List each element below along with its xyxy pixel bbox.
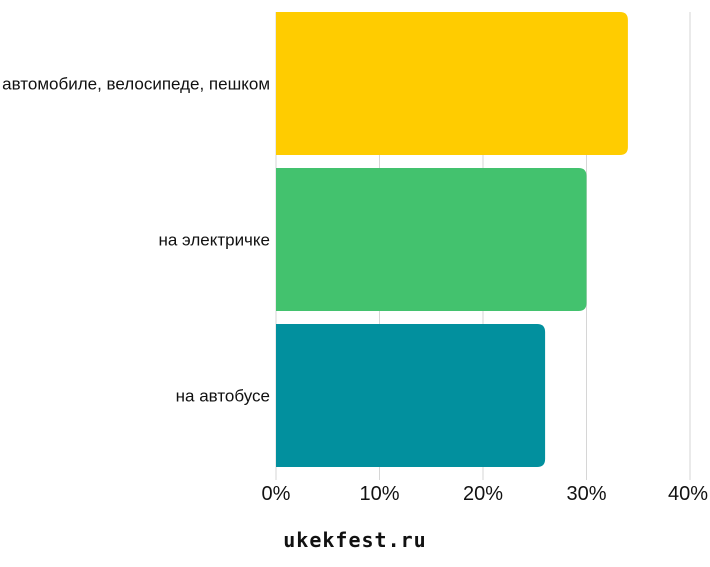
- x-tick-label: 10%: [359, 483, 399, 505]
- x-tick-label: 20%: [463, 483, 503, 505]
- category-label: на автобусе: [176, 387, 270, 406]
- x-tick-label: 0%: [262, 483, 291, 505]
- footer-site-name: ukekfest.ru: [283, 528, 427, 552]
- bar: [276, 324, 546, 467]
- bars: [276, 12, 628, 467]
- bar: [276, 12, 628, 155]
- x-tick-label: 30%: [566, 483, 606, 505]
- x-tick-label: 40%: [668, 483, 708, 505]
- category-label: на электричке: [158, 231, 270, 250]
- x-tick-labels: 0% 10% 20% 30% 40%: [262, 483, 709, 505]
- category-labels: на автомобиле, велосипеде, пешком на элек…: [0, 75, 270, 406]
- bar: [276, 168, 587, 311]
- category-label: на автомобиле, велосипеде, пешком: [0, 75, 270, 94]
